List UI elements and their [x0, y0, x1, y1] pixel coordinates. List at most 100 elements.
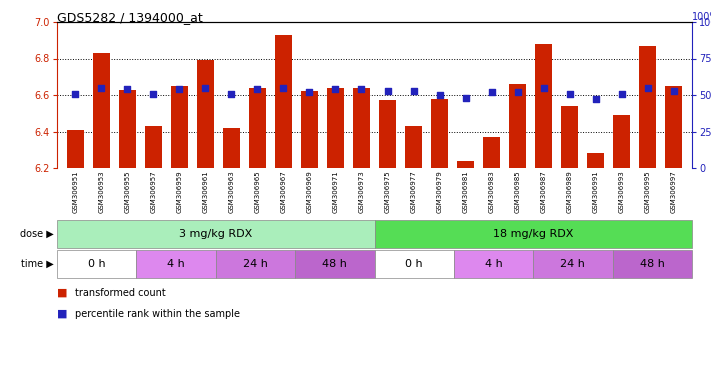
Text: GSM306995: GSM306995 [645, 170, 651, 213]
Text: 24 h: 24 h [560, 259, 585, 269]
Text: time ▶: time ▶ [21, 259, 53, 269]
Text: GSM306967: GSM306967 [280, 170, 287, 213]
Text: 4 h: 4 h [485, 259, 503, 269]
Bar [137, 250, 215, 278]
Point [278, 84, 289, 91]
Text: 24 h: 24 h [243, 259, 268, 269]
Text: GSM306989: GSM306989 [567, 170, 572, 213]
Text: GSM306977: GSM306977 [410, 170, 417, 213]
Point [434, 92, 445, 98]
Bar [639, 46, 656, 168]
Text: GSM306973: GSM306973 [358, 170, 365, 213]
Bar [457, 161, 474, 168]
Text: GSM306981: GSM306981 [463, 170, 469, 213]
Point [173, 86, 185, 92]
Text: ■: ■ [57, 309, 71, 319]
Point [512, 89, 523, 95]
Text: 4 h: 4 h [167, 259, 185, 269]
Bar [665, 86, 683, 168]
Bar [375, 220, 692, 248]
Bar [483, 137, 500, 168]
Bar [454, 250, 533, 278]
Point [122, 86, 133, 92]
Point [356, 86, 367, 92]
Bar [533, 250, 613, 278]
Text: GSM306991: GSM306991 [593, 170, 599, 213]
Text: percentile rank within the sample: percentile rank within the sample [75, 309, 240, 319]
Bar [145, 126, 161, 168]
Bar [561, 106, 578, 168]
Bar [57, 220, 375, 248]
Point [460, 95, 471, 101]
Bar [249, 88, 266, 168]
Point [642, 84, 653, 91]
Text: GDS5282 / 1394000_at: GDS5282 / 1394000_at [57, 12, 203, 25]
Point [148, 91, 159, 97]
Text: GSM306979: GSM306979 [437, 170, 442, 213]
Bar [301, 91, 318, 168]
Bar [587, 153, 604, 168]
Text: GSM306959: GSM306959 [176, 170, 182, 213]
Bar [197, 60, 214, 168]
Text: GSM306953: GSM306953 [98, 170, 105, 213]
Bar [275, 35, 292, 168]
Text: GSM306997: GSM306997 [670, 170, 677, 213]
Bar [509, 84, 526, 168]
Text: GSM306985: GSM306985 [515, 170, 520, 213]
Bar [67, 130, 84, 168]
Text: GSM306983: GSM306983 [488, 170, 495, 213]
Text: 0 h: 0 h [405, 259, 423, 269]
Bar [379, 101, 396, 168]
Text: transformed count: transformed count [75, 288, 166, 298]
Text: GSM306965: GSM306965 [255, 170, 260, 213]
Point [70, 91, 81, 97]
Point [616, 91, 627, 97]
Bar [295, 250, 375, 278]
Text: 100%: 100% [692, 12, 711, 22]
Bar [535, 44, 552, 168]
Bar [171, 86, 188, 168]
Point [200, 84, 211, 91]
Point [95, 84, 107, 91]
Text: 48 h: 48 h [322, 259, 347, 269]
Text: GSM306955: GSM306955 [124, 170, 130, 213]
Bar [375, 250, 454, 278]
Text: 3 mg/kg RDX: 3 mg/kg RDX [179, 229, 252, 239]
Text: GSM306971: GSM306971 [333, 170, 338, 213]
Text: GSM306957: GSM306957 [150, 170, 156, 213]
Bar [119, 89, 136, 168]
Point [486, 89, 497, 95]
Text: GSM306951: GSM306951 [73, 170, 78, 213]
Point [564, 91, 575, 97]
Text: GSM306961: GSM306961 [203, 170, 208, 213]
Text: GSM306975: GSM306975 [385, 170, 390, 213]
Point [382, 88, 393, 94]
Bar [215, 250, 295, 278]
Point [252, 86, 263, 92]
Text: dose ▶: dose ▶ [20, 229, 53, 239]
Text: GSM306993: GSM306993 [619, 170, 625, 213]
Text: 0 h: 0 h [88, 259, 105, 269]
Point [590, 96, 602, 103]
Text: GSM306969: GSM306969 [306, 170, 312, 213]
Point [304, 89, 315, 95]
Bar [223, 128, 240, 168]
Text: GSM306963: GSM306963 [228, 170, 235, 213]
Bar [405, 126, 422, 168]
Bar [613, 250, 692, 278]
Bar [431, 99, 448, 168]
Bar [353, 88, 370, 168]
Bar [327, 88, 344, 168]
Point [408, 88, 419, 94]
Bar [614, 115, 630, 168]
Point [668, 88, 680, 94]
Point [225, 91, 237, 97]
Bar [92, 53, 109, 168]
Point [330, 86, 341, 92]
Text: ■: ■ [57, 288, 71, 298]
Text: 18 mg/kg RDX: 18 mg/kg RDX [493, 229, 574, 239]
Text: GSM306987: GSM306987 [540, 170, 547, 213]
Text: 48 h: 48 h [640, 259, 665, 269]
Bar [57, 250, 137, 278]
Point [538, 84, 550, 91]
